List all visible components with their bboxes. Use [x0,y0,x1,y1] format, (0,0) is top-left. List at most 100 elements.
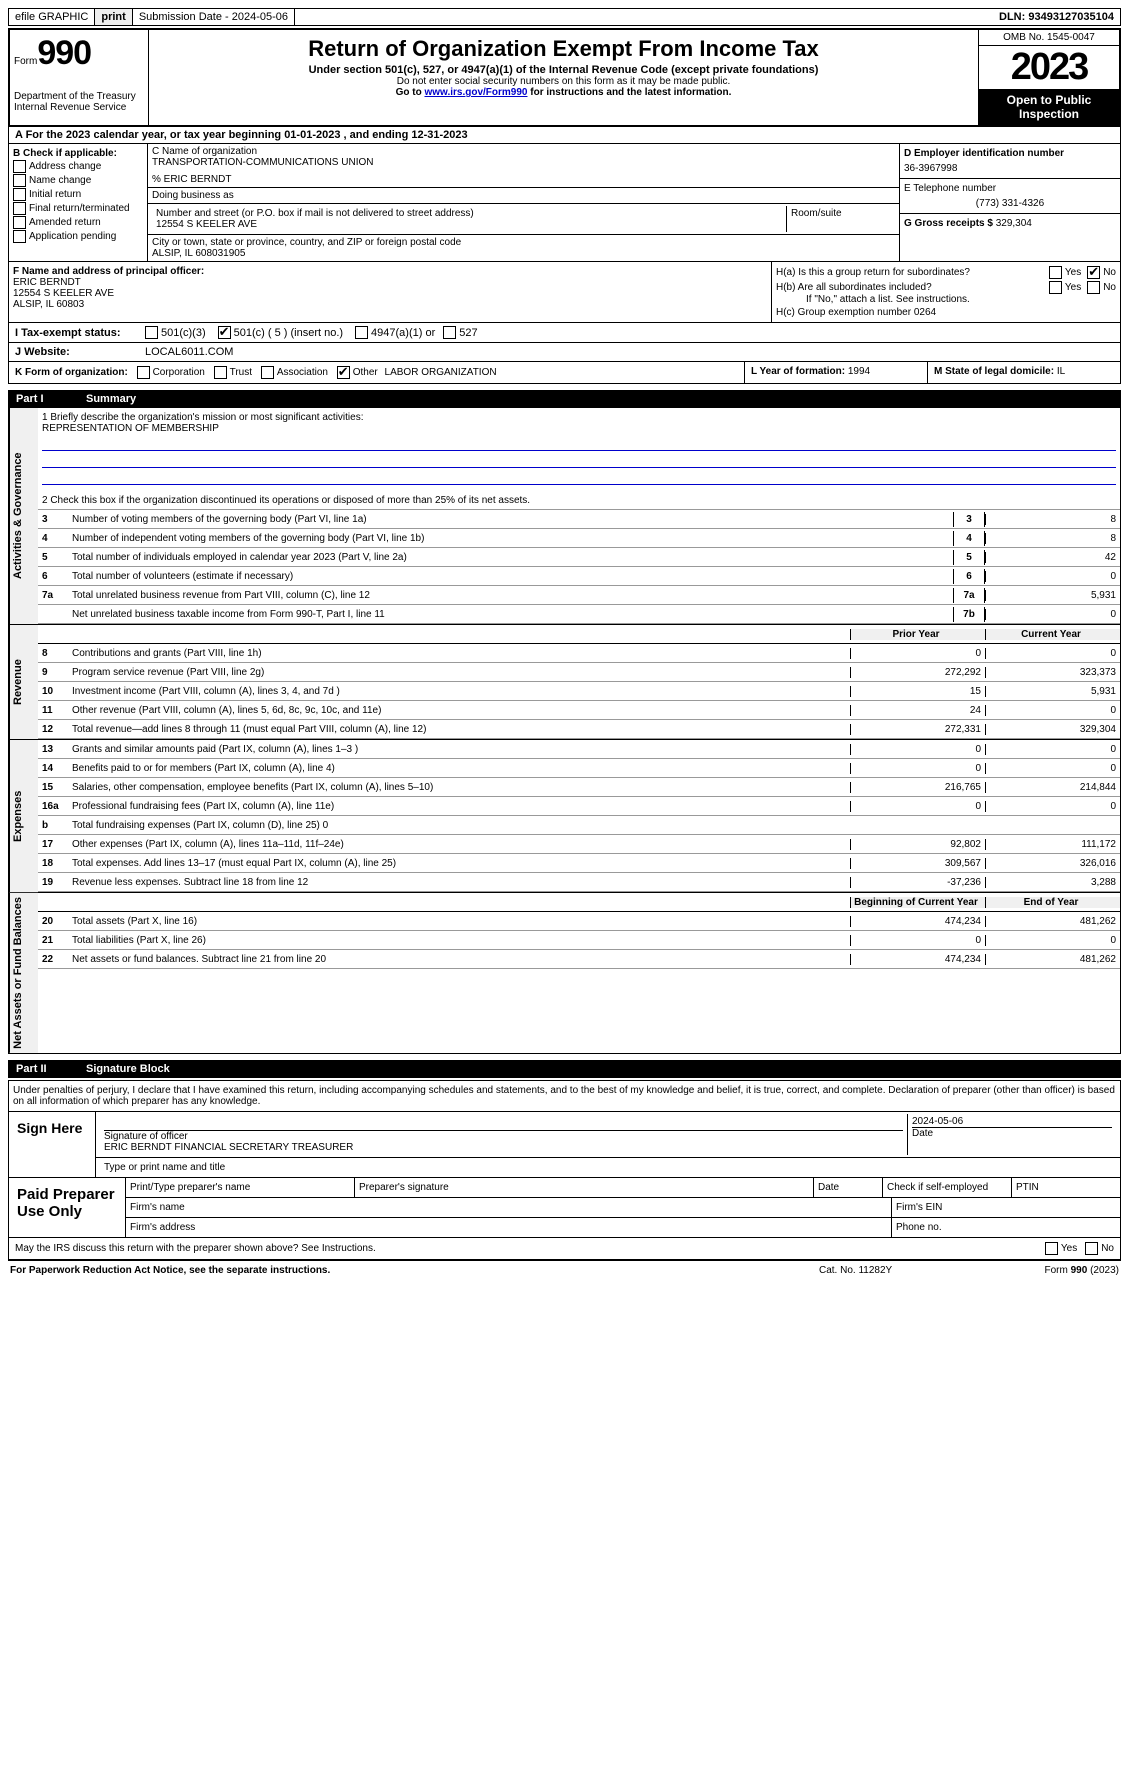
discuss-yes-cb[interactable] [1045,1242,1058,1255]
print-button[interactable]: print [95,9,132,25]
rev-header: Prior Year Current Year [38,625,1120,644]
goto-post: for instructions and the latest informat… [527,87,731,98]
cb-assoc[interactable] [261,366,274,379]
sig-date-label: Date [912,1127,1112,1139]
summary-line: 19Revenue less expenses. Subtract line 1… [38,873,1120,892]
prep-date-label: Date [814,1178,883,1197]
cb-final-return[interactable]: Final return/terminated [13,202,143,215]
part1-header: Part I Summary [8,390,1121,408]
vtab-governance: Activities & Governance [9,408,38,624]
summary-line: 17Other expenses (Part IX, column (A), l… [38,835,1120,854]
cb-name-change[interactable]: Name change [13,174,143,187]
summary-line: 9Program service revenue (Part VIII, lin… [38,663,1120,682]
prep-sig-label: Preparer's signature [355,1178,814,1197]
tax-year: 2023 [979,46,1119,89]
summary-line: 6Total number of volunteers (estimate if… [38,567,1120,586]
dba-label: Doing business as [148,188,899,204]
status-label: I Tax-exempt status: [15,327,145,339]
sig-officer-name: ERIC BERNDT FINANCIAL SECRETARY TREASURE… [104,1142,903,1153]
hb-label: H(b) Are all subordinates included? [776,282,1049,293]
street-label: Number and street (or P.O. box if mail i… [156,208,782,219]
cb-amended-return[interactable]: Amended return [13,216,143,229]
firm-phone-label: Phone no. [892,1218,1120,1237]
room-label: Room/suite [787,206,895,232]
cb-initial-return[interactable]: Initial return [13,188,143,201]
type-name-label: Type or print name and title [100,1160,1116,1175]
mission-line [42,436,1116,451]
hc-label: H(c) Group exemption number [776,307,914,318]
summary-line: 10Investment income (Part VIII, column (… [38,682,1120,701]
firm-name-label: Firm's name [126,1198,892,1217]
goto-pre: Go to [396,87,425,98]
box-c: C Name of organization TRANSPORTATION-CO… [148,144,899,261]
website-label: J Website: [15,346,145,358]
summary-line: 16aProfessional fundraising fees (Part I… [38,797,1120,816]
cb-501c3[interactable] [145,326,158,339]
website-value: LOCAL6011.COM [145,346,233,358]
firm-ein-label: Firm's EIN [892,1198,1120,1217]
summary-line: 20Total assets (Part X, line 16)474,2344… [38,912,1120,931]
ha-label: H(a) Is this a group return for subordin… [776,267,1049,278]
summary-line: 18Total expenses. Add lines 13–17 (must … [38,854,1120,873]
form-label: Form [14,56,37,67]
k-label: K Form of organization: [15,367,128,378]
signature-block: Under penalties of perjury, I declare th… [8,1080,1121,1178]
ha-yes-cb[interactable] [1049,266,1062,279]
vtab-revenue: Revenue [9,625,38,739]
mission-text: REPRESENTATION OF MEMBERSHIP [42,423,1116,434]
paid-preparer-label: Paid Preparer Use Only [9,1178,126,1237]
form-number: 990 [37,34,91,72]
prep-name-label: Print/Type preparer's name [126,1178,355,1197]
summary-line: bTotal fundraising expenses (Part IX, co… [38,816,1120,835]
part2-header: Part II Signature Block [8,1060,1121,1078]
phone-label: E Telephone number [904,183,1116,194]
ha-no-cb[interactable] [1087,266,1100,279]
cb-527[interactable] [443,326,456,339]
footer: For Paperwork Reduction Act Notice, see … [8,1260,1121,1280]
form-header: Form990 Department of the Treasury Inter… [8,28,1121,127]
mission-label: 1 Briefly describe the organization's mi… [42,412,1116,423]
entity-block: B Check if applicable: Address change Na… [8,144,1121,262]
cb-address-change[interactable]: Address change [13,160,143,173]
cb-corp[interactable] [137,366,150,379]
summary-line: 21Total liabilities (Part X, line 26)00 [38,931,1120,950]
discuss-no-cb[interactable] [1085,1242,1098,1255]
box-h: H(a) Is this a group return for subordin… [772,262,1120,322]
summary-line: 3Number of voting members of the governi… [38,510,1120,529]
cat-no: Cat. No. 11282Y [819,1265,969,1276]
cb-application-pending[interactable]: Application pending [13,230,143,243]
hb-no-cb[interactable] [1087,281,1100,294]
ssn-warning: Do not enter social security numbers on … [153,76,974,87]
row-a-tax-year: A For the 2023 calendar year, or tax yea… [8,127,1121,144]
penalty-text: Under penalties of perjury, I declare th… [9,1081,1120,1112]
net-assets-section: Net Assets or Fund Balances Beginning of… [8,893,1121,1054]
mission-line [42,470,1116,485]
summary-line: 8Contributions and grants (Part VIII, li… [38,644,1120,663]
box-b-label: B Check if applicable: [13,148,143,159]
cb-501c[interactable] [218,326,231,339]
line-2: 2 Check this box if the organization dis… [38,491,1120,510]
paperwork-notice: For Paperwork Reduction Act Notice, see … [10,1265,819,1276]
discuss-row: May the IRS discuss this return with the… [8,1238,1121,1260]
status-row: I Tax-exempt status: 501(c)(3) 501(c) ( … [8,323,1121,343]
care-of: % ERIC BERNDT [152,174,895,185]
officer-street: 12554 S KEELER AVE [13,288,767,299]
cb-other[interactable] [337,366,350,379]
irs-link[interactable]: www.irs.gov/Form990 [424,87,527,98]
open-public-badge: Open to Public Inspection [979,89,1119,125]
discuss-label: May the IRS discuss this return with the… [15,1243,1045,1254]
gross-label: G Gross receipts $ [904,218,996,229]
officer-city: ALSIP, IL 60803 [13,299,767,310]
gross-value: 329,304 [996,218,1032,229]
dln-label: DLN: 93493127035104 [993,9,1120,25]
vtab-expenses: Expenses [9,740,38,892]
fh-block: F Name and address of principal officer:… [8,262,1121,323]
cb-trust[interactable] [214,366,227,379]
sign-here-label: Sign Here [9,1112,96,1177]
form-title: Return of Organization Exempt From Incom… [153,36,974,62]
street-value: 12554 S KEELER AVE [156,219,782,230]
hb-yes-cb[interactable] [1049,281,1062,294]
cb-4947[interactable] [355,326,368,339]
revenue-section: Revenue Prior Year Current Year 8Contrib… [8,625,1121,740]
summary-line: 5Total number of individuals employed in… [38,548,1120,567]
